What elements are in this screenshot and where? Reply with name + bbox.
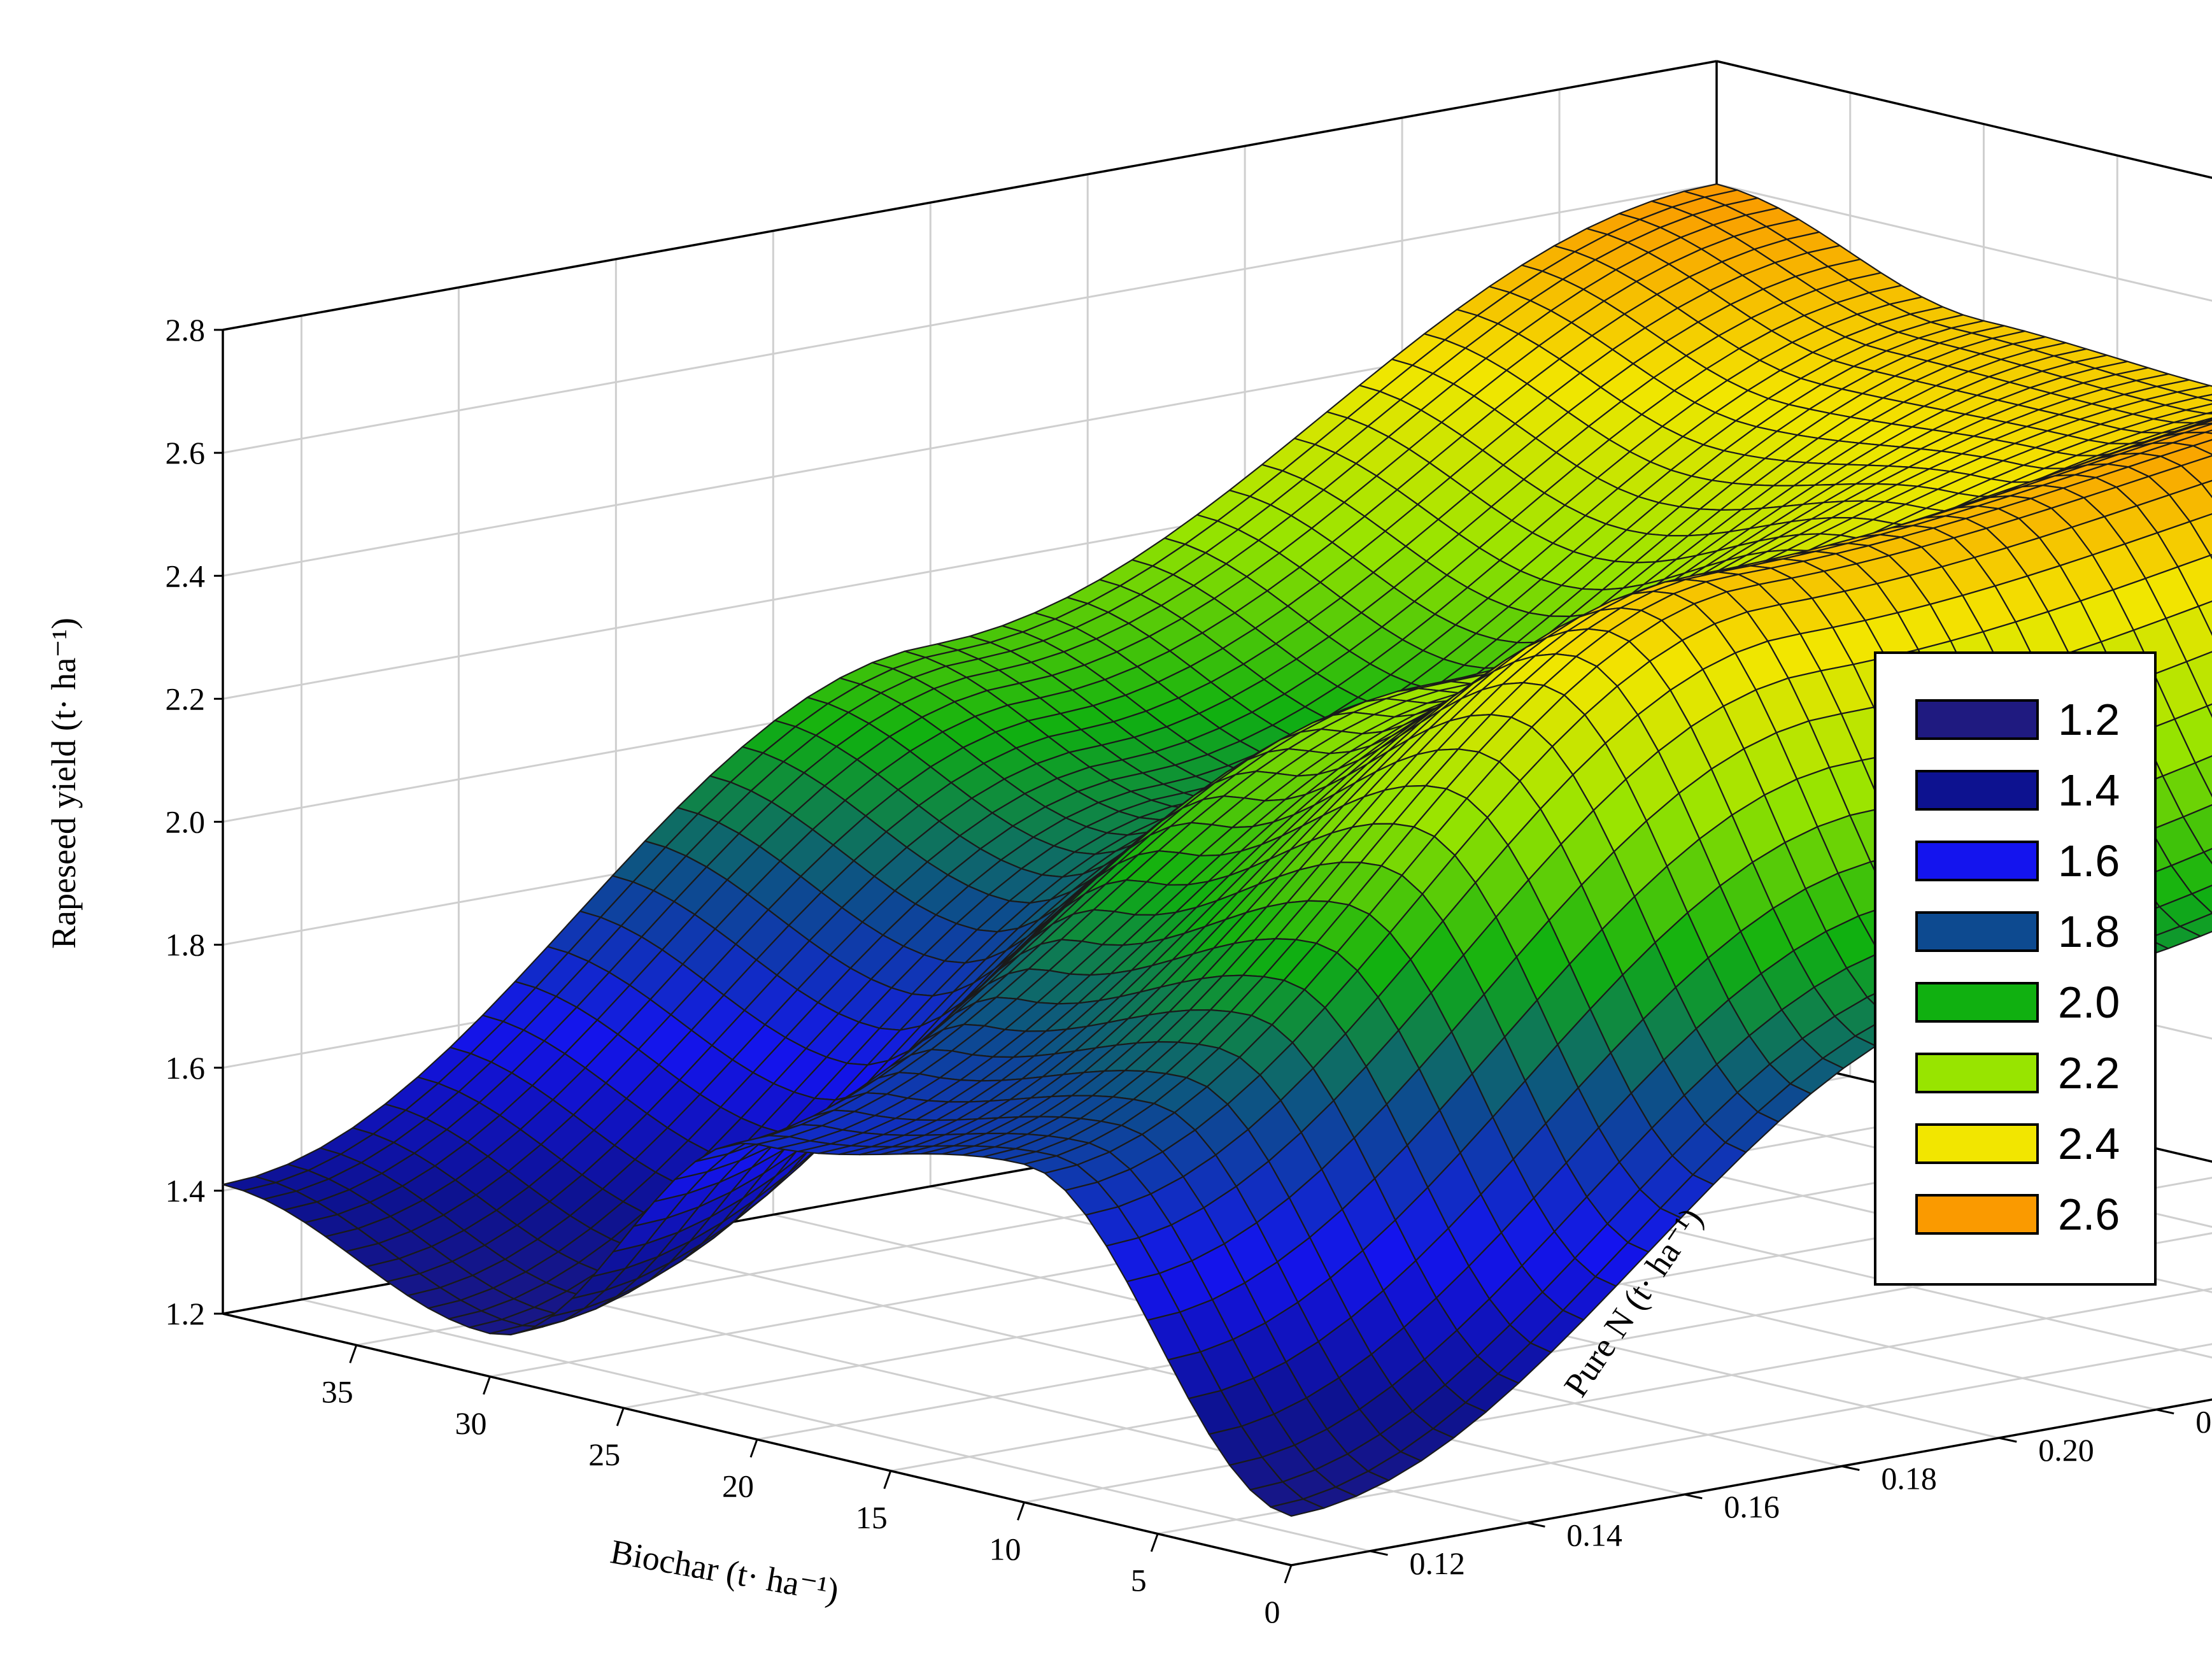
x-tick-label: 20 — [722, 1468, 754, 1504]
x-tick-label: 0 — [1265, 1594, 1280, 1630]
y-tick-label: 0.16 — [1724, 1489, 1780, 1524]
legend-swatch — [1915, 1194, 2039, 1235]
z-tick-label: 2.8 — [166, 312, 206, 348]
x-tick-mark — [1017, 1502, 1025, 1521]
frame-edge — [1716, 60, 2212, 179]
legend-label: 1.4 — [2058, 765, 2120, 815]
legend-swatch — [1915, 911, 2039, 952]
gridline — [1157, 1343, 2212, 1535]
legend-label: 2.4 — [2058, 1119, 2120, 1168]
legend-swatch — [1915, 1053, 2039, 1093]
z-tick-label: 1.6 — [166, 1050, 206, 1086]
legend-label: 2.2 — [2058, 1048, 2120, 1098]
frame-edge — [222, 60, 1717, 331]
z-axis-title: Rapeseed yield (t· ha⁻¹) — [45, 618, 83, 949]
y-tick-label: 0.14 — [1566, 1517, 1622, 1552]
x-tick-mark — [483, 1376, 491, 1395]
x-tick-label: 25 — [588, 1437, 620, 1472]
y-tick-mark — [1370, 1550, 1388, 1556]
z-tick-label: 2.4 — [166, 558, 206, 593]
z-tick-label: 1.8 — [166, 927, 206, 963]
legend-label: 2.0 — [2058, 977, 2120, 1027]
legend-label: 1.2 — [2058, 695, 2120, 744]
x-tick-label: 5 — [1131, 1563, 1147, 1598]
legend-swatch — [1915, 841, 2039, 881]
x-tick-mark — [883, 1470, 892, 1489]
x-tick-mark — [1284, 1565, 1293, 1584]
legend: 1.2 1.4 1.6 1.8 2.0 2.2 2.4 2.6 — [1874, 651, 2157, 1286]
legend-label: 1.6 — [2058, 836, 2120, 886]
legend-entries: 1.2 1.4 1.6 1.8 2.0 2.2 2.4 2.6 — [1915, 695, 2120, 1239]
gridline — [1716, 183, 2212, 302]
legend-swatch — [1915, 982, 2039, 1023]
surface-cell — [1270, 1498, 1325, 1517]
y-tick-label: 0.20 — [2038, 1432, 2094, 1468]
x-tick-label: 10 — [989, 1531, 1021, 1566]
tick-labels: 1.2 1.4 1.6 1.8 2.0 2.2 2.4 2.6 2.8 0 5 10 15 20 25 30 3… — [166, 312, 2212, 1630]
z-tick-label: 2.2 — [166, 681, 206, 716]
x-axis-title: Biochar (t· ha⁻¹) — [607, 1532, 841, 1610]
gridline — [301, 1298, 1370, 1552]
x-tick-label: 30 — [455, 1405, 487, 1441]
z-tick-label: 1.4 — [166, 1173, 206, 1209]
legend-swatch — [1915, 770, 2039, 811]
y-tick-mark — [1527, 1521, 1545, 1528]
z-tick-label: 1.2 — [166, 1296, 206, 1332]
y-tick-mark — [1841, 1465, 1860, 1471]
gridline — [222, 183, 1717, 454]
legend-swatch — [1915, 699, 2039, 740]
x-tick-label: 15 — [856, 1500, 888, 1535]
legend-label: 1.8 — [2058, 907, 2120, 956]
y-tick-mark — [1998, 1437, 2017, 1443]
gridline — [616, 1242, 1685, 1496]
y-tick-mark — [1684, 1493, 1703, 1500]
y-tick-mark — [2155, 1409, 2174, 1415]
z-tick-label: 2.6 — [166, 435, 206, 471]
y-tick-label: 0.18 — [1881, 1461, 1937, 1496]
surface-mesh — [222, 183, 2212, 1517]
y-tick-label: 0.12 — [1409, 1545, 1465, 1581]
x-tick-mark — [1150, 1533, 1159, 1552]
x-tick-mark — [749, 1438, 758, 1458]
y-tick-label: 0.22 — [2195, 1404, 2212, 1440]
x-tick-label: 35 — [322, 1374, 353, 1409]
legend-swatch — [1915, 1123, 2039, 1164]
x-tick-mark — [349, 1344, 358, 1363]
x-tick-mark — [616, 1407, 625, 1426]
legend-label: 2.6 — [2058, 1190, 2120, 1239]
z-tick-label: 2.0 — [166, 804, 206, 840]
frame-edge — [1291, 1398, 2212, 1566]
legend-box — [1874, 651, 2157, 1286]
